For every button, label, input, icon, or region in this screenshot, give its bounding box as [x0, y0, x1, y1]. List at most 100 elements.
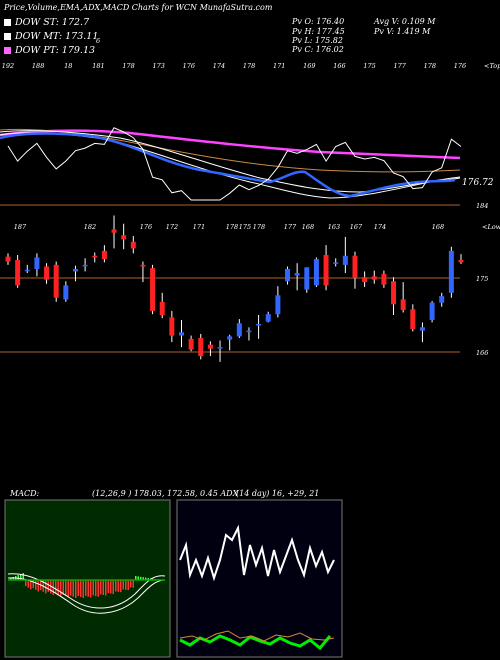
top-label: 178 — [243, 62, 255, 70]
candle-body — [294, 273, 300, 276]
candle — [439, 292, 445, 307]
macd-hist-bar — [22, 573, 24, 580]
pv-volume: Pv V: 1.419 M — [374, 27, 431, 36]
stray-mark: 6 — [96, 37, 101, 45]
candle-body — [34, 257, 40, 269]
macd-hist-bar — [82, 580, 84, 598]
candle — [285, 266, 291, 285]
macd-hist-bar — [65, 580, 67, 597]
candle — [178, 319, 184, 348]
candle — [458, 254, 464, 265]
candle-body — [63, 285, 69, 300]
candle-body — [333, 262, 339, 264]
candle — [265, 311, 271, 323]
candle-body — [304, 267, 310, 290]
candle — [207, 341, 213, 357]
adx-di-minus-line — [179, 630, 335, 642]
pv-open: Pv O: 176.40 — [292, 17, 345, 26]
candle-body — [159, 301, 165, 315]
candle-top-label: 177 — [284, 223, 297, 231]
macd-hist-bar — [130, 580, 132, 588]
candle — [111, 215, 117, 249]
candle-body — [352, 255, 358, 278]
candle-body — [391, 281, 397, 305]
ema-long-line — [0, 129, 461, 160]
macd-hist-bar — [70, 580, 72, 596]
macd-hist-bar — [20, 574, 22, 580]
candle — [448, 246, 454, 298]
candle — [294, 263, 300, 291]
candle — [410, 304, 416, 332]
legend-dow-st: DOW ST: 172.7 — [4, 17, 89, 28]
top-label: 177 — [394, 62, 407, 70]
candle — [72, 265, 78, 282]
pv-low: Pv L: 175.82 — [292, 36, 343, 45]
candle-body — [140, 264, 146, 267]
macd-hist-bar — [57, 580, 59, 596]
candle-body — [24, 269, 30, 272]
candle-body — [5, 256, 11, 262]
candle — [101, 245, 107, 263]
macd-hist-bar — [37, 580, 39, 592]
top-label: 169 — [303, 62, 315, 70]
candle-top-label: 182 — [84, 223, 96, 231]
macd-hist-bar — [117, 580, 119, 592]
macd-hist-bar — [50, 580, 52, 594]
candle-body — [313, 259, 319, 286]
macd-hist-bar — [67, 580, 69, 598]
candle — [159, 292, 165, 319]
macd-hist-bar — [92, 580, 94, 596]
candle — [82, 258, 88, 272]
candle — [217, 340, 223, 362]
lows-label: <Lows — [482, 223, 500, 231]
macd-hist-bar — [80, 580, 82, 597]
top-label: 174 — [213, 62, 225, 70]
candle-panel-top-labels: 187 182 176 172 171 178 175 178 177 168 163 167 174 1… — [14, 223, 444, 231]
candle-body — [400, 299, 406, 311]
macd-hist-bar — [120, 580, 122, 593]
candle — [130, 236, 136, 254]
candle-body — [285, 268, 291, 282]
macd-hist-bar — [135, 576, 137, 580]
top-label: 192 — [2, 62, 14, 70]
macd-hist-bar — [122, 580, 124, 590]
ema-mid-line — [0, 128, 461, 173]
legend-dow-mt: DOW MT: 173.11 — [4, 31, 98, 42]
top-label: 176 — [454, 62, 466, 70]
macd-hist-bar — [72, 580, 74, 597]
macd-hist-bar — [87, 580, 89, 597]
candle — [15, 254, 21, 288]
candle — [121, 223, 127, 250]
candle — [5, 253, 11, 265]
candle — [150, 264, 156, 315]
candle-body — [188, 338, 194, 350]
macd-panel: MACD: (12,26,9 ) 178.03, 172.58, 0.45 AD… — [4, 489, 343, 658]
macd-hist-bar — [125, 580, 127, 590]
candles — [5, 215, 464, 362]
legend-swatch — [4, 47, 11, 54]
candle — [333, 258, 339, 267]
top-label: 18 — [64, 62, 72, 70]
top-label: 166 — [333, 62, 345, 70]
macd-hist-bar — [145, 577, 147, 580]
price-tag: 176.72 — [462, 178, 494, 188]
top-label: 181 — [92, 62, 104, 70]
ema-panel: <Tops 192 188 18 181 178 173 176 174 178 171 169 16… — [0, 62, 500, 210]
candle — [429, 301, 435, 323]
macd-hist-bar — [47, 580, 49, 592]
candle-top-label: 167 — [350, 223, 363, 231]
candle — [227, 334, 233, 351]
candle-body — [448, 250, 454, 293]
legend-swatch — [4, 19, 11, 26]
macd-params: (12,26,9 ) 178.03, 172.58, 0.45 ADX — [92, 489, 239, 498]
macd-label: MACD: — [9, 489, 40, 498]
macd-hist-bar — [32, 580, 34, 589]
candle-top-label: 174 — [374, 223, 386, 231]
avg-volume: Avg V: 0.109 M — [374, 17, 436, 26]
pv-close: Pv C: 176.02 — [292, 45, 344, 54]
macd-hist-bar — [90, 580, 92, 598]
candle-body — [419, 327, 425, 331]
top-label: 178 — [122, 62, 134, 70]
candle-body — [429, 302, 435, 320]
candle-body — [410, 309, 416, 329]
